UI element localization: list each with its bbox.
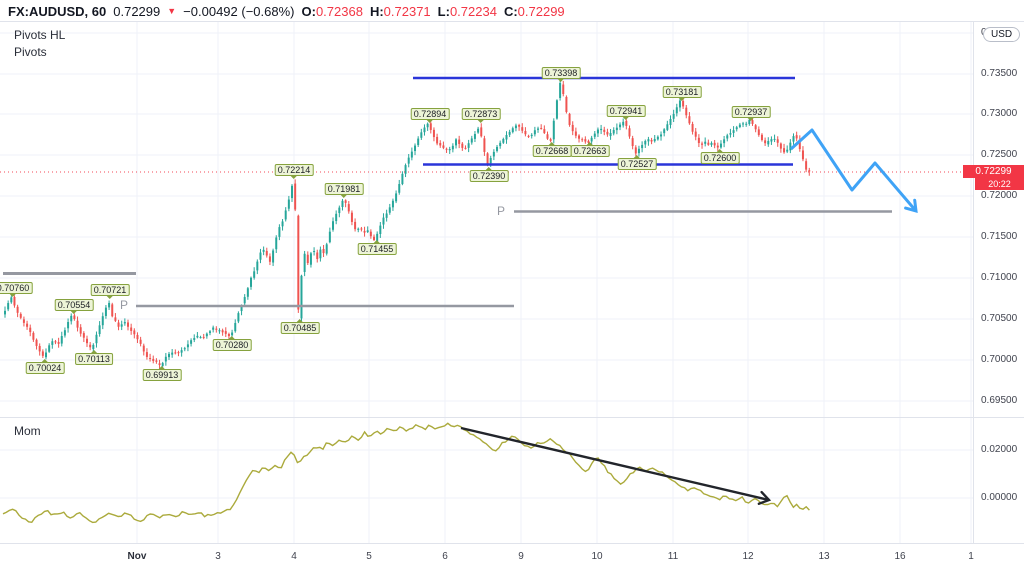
indicator-legend-pivots[interactable]: Pivots (14, 45, 47, 59)
forecast-zigzag-arrow[interactable] (789, 128, 918, 214)
time-axis[interactable] (0, 543, 1024, 573)
pane-separators (0, 21, 1024, 544)
ohlc-high: H:0.72371 (369, 3, 431, 19)
last-price: 0.72299 (113, 3, 161, 19)
bar-countdown: 20:22 (975, 178, 1024, 190)
gridlines (0, 22, 973, 543)
indicator-legend-mom[interactable]: Mom (14, 424, 41, 438)
last-price-tag: 0.72299 (963, 165, 1024, 178)
symbol-title[interactable]: FX:AUDUSD, 60 (8, 3, 107, 19)
symbol-header: FX:AUDUSD, 60 0.72299 ▼ −0.00492 (−0.68%… (8, 3, 565, 19)
momentum-line (2, 422, 810, 524)
ohlc-open: O:0.72368 (301, 3, 363, 19)
price-down-triangle-icon: ▼ (167, 5, 177, 16)
momentum-trend-arrow[interactable] (460, 426, 772, 505)
indicator-legend-pivots-hl[interactable]: Pivots HL (14, 28, 66, 42)
candles (4, 79, 811, 370)
price-change: −0.00492 (−0.68%) (183, 3, 295, 19)
ohlc-low: L:0.72234 (437, 3, 497, 19)
ohlc-close: C:0.72299 (503, 3, 565, 19)
price-axis[interactable] (973, 22, 1024, 543)
currency-unit-button[interactable]: USD (983, 27, 1021, 42)
